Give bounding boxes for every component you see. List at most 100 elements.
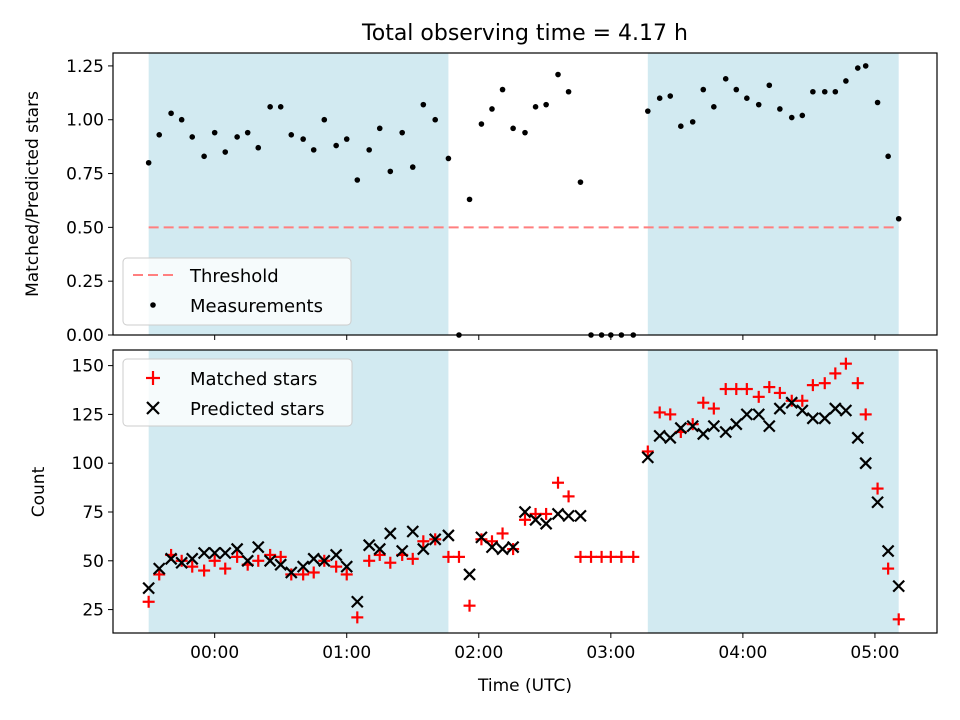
measurement-point: [733, 86, 740, 93]
predicted-star-point: [475, 531, 488, 544]
matched-star-point: [231, 550, 244, 563]
matched-star-point: [871, 482, 884, 495]
measurement-point: [300, 136, 306, 142]
predicted-star-point: [551, 507, 565, 521]
matched-star-point: [806, 379, 819, 392]
matched-star-point: [773, 386, 786, 399]
predicted-star-point: [851, 431, 865, 445]
x-stroke: [752, 408, 766, 421]
x-stroke: [428, 533, 442, 546]
matched-star-point: [175, 554, 188, 567]
predicted-star-point: [518, 505, 532, 519]
matched-star-point: [142, 595, 155, 608]
matched-star-point: [585, 550, 598, 563]
measurement-point: [277, 104, 284, 110]
predicted-star-point: [197, 546, 211, 560]
predicted-star-point: [653, 429, 666, 443]
measurement-point: [321, 116, 328, 123]
matched-star-point: [829, 367, 842, 380]
measurement-point: [766, 82, 773, 89]
measurement-point: [189, 134, 196, 140]
x-stroke: [351, 595, 364, 609]
predicted-star-point: [284, 566, 298, 579]
y-tick-label: 0.00: [66, 326, 104, 346]
predicted-star-point: [152, 562, 166, 575]
x-stroke: [773, 402, 787, 415]
matched-star-point: [882, 562, 895, 575]
measurement-point: [711, 104, 717, 110]
measurement-point: [510, 125, 516, 132]
measurement-point: [333, 142, 339, 149]
predicted-star-point: [506, 540, 520, 554]
matched-star-point: [818, 377, 831, 390]
x-stroke: [818, 412, 832, 425]
measurement-point: [832, 88, 839, 95]
y-tick-label: 50: [82, 552, 104, 572]
matched-star-point: [707, 402, 720, 415]
predicted-star-point: [307, 552, 320, 566]
matched-star-point: [307, 566, 320, 579]
x-stroke: [218, 546, 232, 560]
predicted-star-point: [263, 554, 277, 568]
predicted-star-point: [696, 427, 710, 441]
matched-star-point: [485, 535, 498, 548]
shaded-region: [647, 350, 899, 633]
x-stroke: [496, 542, 509, 556]
chart-title: Total observing time = 4.17 h: [361, 21, 688, 46]
matched-star-point: [785, 394, 798, 407]
matched-star-point: [552, 476, 565, 489]
x-tick-label: 02:00: [454, 643, 503, 663]
measurement-point: [874, 99, 881, 106]
top-shaded-regions: [148, 53, 899, 335]
measurement-point: [862, 63, 869, 69]
bottom-legend: Matched stars Predicted stars: [122, 358, 353, 427]
x-stroke: [296, 560, 310, 573]
top-legend-box: [122, 257, 352, 326]
measurement-point: [145, 159, 152, 166]
predicted-star-point: [274, 558, 287, 571]
matched-star-point: [330, 560, 343, 573]
matched-star-point: [604, 550, 617, 563]
x-stroke: [362, 538, 376, 552]
x-stroke: [763, 419, 776, 433]
matched-star-point: [653, 406, 666, 419]
bottom-panel-frame: [112, 349, 938, 634]
x-stroke: [318, 554, 331, 568]
predicted-star-point: [663, 431, 677, 445]
measurement-point: [543, 101, 549, 108]
x-stroke: [663, 431, 677, 445]
matched-star-point: [363, 554, 376, 567]
measurement-points: [145, 63, 902, 338]
measurement-point: [689, 119, 696, 125]
predicted-star-point: [351, 595, 364, 609]
predicted-star-point: [362, 538, 376, 552]
y-tick-label: 0.50: [66, 218, 104, 238]
predicted-star-point: [142, 581, 155, 595]
matched-star-point: [664, 408, 677, 421]
x-stroke: [529, 513, 542, 527]
x-stroke: [796, 404, 809, 417]
matched-star-point: [153, 568, 166, 581]
bottom-y-axis-label: Count: [29, 466, 49, 517]
measurement-point: [843, 78, 849, 84]
measurement-point: [409, 164, 416, 170]
predicted-star-point: [574, 509, 587, 523]
x-stroke: [395, 544, 409, 558]
y-tick-label: 150: [72, 357, 104, 377]
predicted-star-point: [241, 554, 254, 568]
measurement-point: [499, 86, 506, 93]
measurement-point: [489, 106, 495, 112]
predicted-star-point: [384, 527, 397, 540]
predicted-star-point: [871, 495, 884, 509]
x-stroke: [406, 525, 420, 538]
x-stroke: [164, 552, 178, 566]
x-stroke: [851, 431, 865, 445]
x-stroke: [485, 540, 499, 554]
predicted-star-point: [218, 546, 232, 560]
predicted-star-point: [785, 396, 799, 409]
top-y-axis-ticks: 0.00 0.25 0.50 0.75 1.00 1.25: [66, 57, 113, 346]
matched-star-point: [297, 568, 310, 581]
predicted-star-point: [796, 404, 809, 417]
measurement-point: [744, 95, 750, 102]
x-stroke: [373, 542, 387, 556]
